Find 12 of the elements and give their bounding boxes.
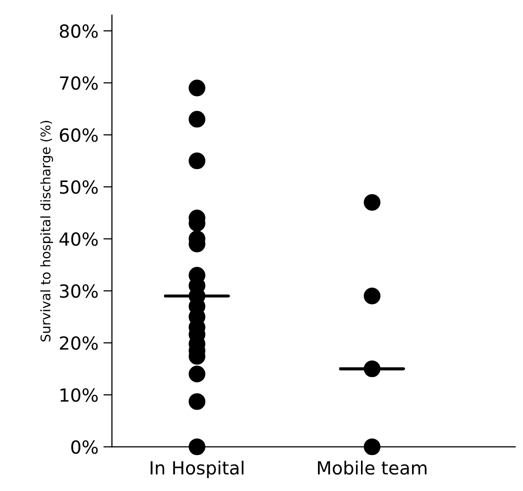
- y-tick-label: 20%: [60, 336, 98, 350]
- y-tick-label: 80%: [60, 24, 98, 38]
- y-axis-title: Survival to hospital discharge (%): [40, 120, 54, 342]
- y-tick-label: 10%: [60, 388, 98, 402]
- y-tick-label: 50%: [60, 180, 98, 194]
- x-tick-label: Mobile team: [318, 460, 426, 475]
- y-tick-label: 30%: [60, 284, 98, 298]
- y-tick-label: 40%: [59, 232, 98, 246]
- y-tick-label: 70%: [60, 76, 98, 90]
- y-tick-label: 0%: [71, 440, 98, 454]
- y-tick-label: 60%: [60, 128, 98, 142]
- x-tick-label: In Hospital: [150, 460, 244, 478]
